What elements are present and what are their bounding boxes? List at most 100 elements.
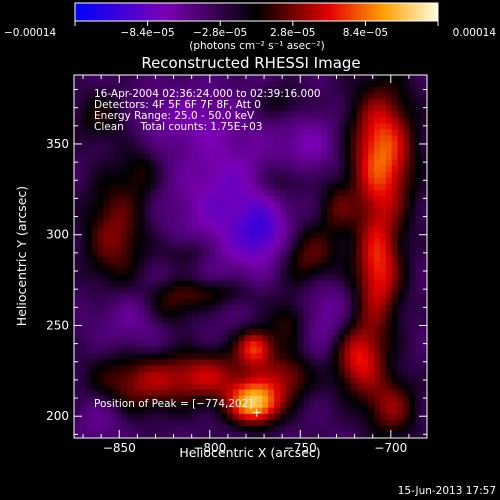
heatmap-cell [397,383,405,391]
heatmap-cell [374,377,381,385]
heatmap-cell [315,353,322,360]
heatmap-cell [126,395,134,403]
heatmap-cell [126,371,134,379]
heatmap-cell [274,353,281,360]
heatmap-cell [97,377,105,385]
heatmap-cell [262,280,269,288]
heatmap-cell [379,232,387,239]
heatmap-cell [379,335,387,342]
heatmap-cell [209,323,216,330]
heatmap-cell [85,244,93,252]
heatmap-cell [162,256,169,264]
heatmap-cell [262,99,269,106]
heatmap-cell [115,395,122,403]
heatmap-cell [326,111,334,118]
heatmap-cell [197,93,205,100]
heatmap-cell [121,189,128,197]
heatmap-cell [174,256,181,264]
heatmap-cell [356,329,363,336]
heatmap-cell [168,377,175,385]
heatmap-cell [209,425,216,433]
heatmap-cell [391,153,399,161]
heatmap-cell [250,232,257,239]
heatmap-cell [226,341,234,348]
heatmap-cell [162,353,169,360]
heatmap-cell [85,183,93,191]
heatmap-cell [274,183,281,191]
heatmap-cell [185,268,193,276]
heatmap-cell [179,353,187,360]
heatmap-cell [374,93,381,100]
heatmap-cell [309,214,316,221]
heatmap-cell [185,183,193,191]
heatmap-cell [344,226,352,233]
heatmap-cell [409,280,416,288]
heatmap-cell [338,395,346,403]
heatmap-cell [126,377,134,385]
heatmap-cell [326,371,334,379]
heatmap-cell [244,298,252,306]
heatmap-cell [362,280,369,288]
heatmap-cell [374,323,381,330]
heatmap-cell [215,347,222,354]
heatmap-cell [356,383,363,391]
heatmap-cell [297,244,305,252]
heatmap-cell [244,171,252,179]
heatmap-cell [168,135,175,143]
heatmap-cell [279,389,287,397]
heatmap-cell [285,262,293,270]
heatmap-cell [79,196,87,203]
heatmap-cell [197,371,205,379]
heatmap-cell [191,359,199,366]
heatmap-cell [115,171,122,179]
heatmap-cell [203,105,210,112]
heatmap-cell [303,280,310,288]
heatmap-cell [250,81,257,88]
heatmap-cell [109,425,116,433]
heatmap-cell [421,383,427,391]
heatmap-cell [268,371,275,379]
heatmap-cell [362,262,369,270]
heatmap-cell [115,123,122,131]
heatmap-cell [291,244,299,252]
heatmap-cell [350,208,357,215]
heatmap-cell [368,183,375,191]
heatmap-cell [144,383,152,391]
heatmap-cell [350,304,357,312]
heatmap-cell [268,256,275,264]
heatmap-cell [144,323,152,330]
heatmap-cell [185,189,193,197]
heatmap-cell [338,232,346,239]
heatmap-cell [162,407,169,415]
heatmap-cell [262,153,269,161]
heatmap-cell [256,304,263,312]
heatmap-cell [215,401,222,409]
heatmap-cell [191,226,199,233]
heatmap-cell [385,425,393,433]
heatmap-cell [332,226,340,233]
heatmap-cell [115,419,122,427]
heatmap-cell [368,401,375,409]
heatmap-cell [232,117,240,124]
heatmap-cell [97,226,105,233]
heatmap-cell [397,317,405,324]
heatmap-cell [397,323,405,330]
x-axis-label: Heliocentric X (arcsec) [179,445,320,460]
heatmap-cell [109,147,116,155]
heatmap-cell [279,129,287,137]
heatmap-cell [232,335,240,342]
heatmap-cell [356,202,363,209]
heatmap-cell [256,395,263,403]
heatmap-cell [244,304,252,312]
heatmap-cell [279,371,287,379]
heatmap-cell [332,153,340,161]
heatmap-cell [197,298,205,306]
heatmap-cell [115,268,122,276]
heatmap-cell [415,335,422,342]
heatmap-cell [121,244,128,252]
heatmap-cell [179,413,187,421]
heatmap-cell [191,298,199,306]
heatmap-cell [126,431,134,438]
heatmap-cell [74,135,81,143]
heatmap-cell [85,274,93,282]
